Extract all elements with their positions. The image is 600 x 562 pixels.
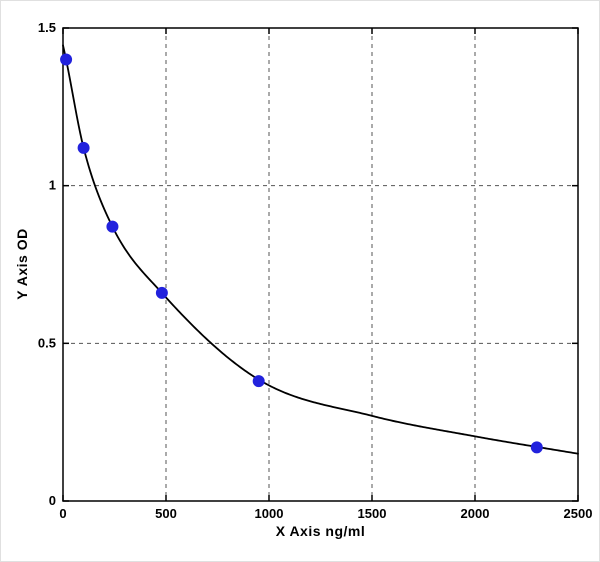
- data-point: [60, 53, 73, 66]
- data-point: [530, 441, 543, 454]
- data-point: [252, 375, 265, 388]
- x-tick-label: 2000: [461, 506, 490, 521]
- x-tick-label: 0: [59, 506, 66, 521]
- x-axis-title: X Axis ng/ml: [275, 523, 366, 539]
- data-point: [155, 286, 168, 299]
- x-tick-label: 1000: [255, 506, 284, 521]
- x-tick-label: 2500: [564, 506, 593, 521]
- y-tick-label: 0.5: [38, 335, 56, 350]
- data-point: [106, 220, 119, 233]
- y-tick-label: 0: [49, 493, 56, 508]
- data-point: [77, 141, 90, 154]
- x-tick-label: 1500: [358, 506, 387, 521]
- x-tick-label: 500: [155, 506, 177, 521]
- plot-box: [62, 27, 579, 502]
- fitted-curve: [62, 44, 579, 455]
- y-tick-label: 1: [49, 178, 56, 193]
- y-tick-label: 1.5: [38, 20, 56, 35]
